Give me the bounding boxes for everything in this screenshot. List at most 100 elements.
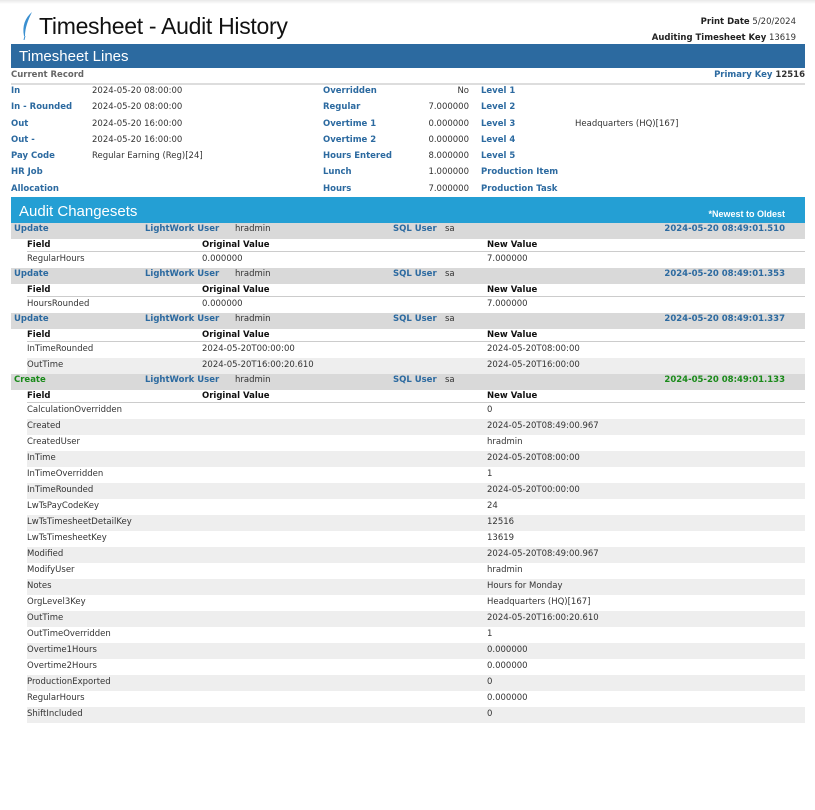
lightwork-user-label: LightWork User — [145, 224, 220, 234]
field-label: Out — [11, 118, 29, 129]
field-label: Hours Entered — [323, 151, 392, 162]
changeset-datetime: 2024-05-20 08:49:01.510 — [664, 224, 785, 234]
change-row: Overtime2Hours 0.000000 — [27, 659, 805, 675]
column-field: Field — [27, 240, 51, 250]
new-value: 0.000000 — [487, 693, 528, 703]
change-row: OutTime 2024-05-20T16:00:20.610 — [27, 611, 805, 627]
field-value: 2024-05-20 16:00:00 — [92, 118, 183, 129]
field-label: In — [11, 86, 21, 96]
field-name: LwTsPayCodeKey — [27, 501, 100, 511]
changeset-datetime: 2024-05-20 08:49:01.337 — [664, 314, 785, 324]
new-value: 2024-05-20T08:49:00.967 — [487, 421, 599, 431]
field-value: 2024-05-20 08:00:00 — [92, 102, 183, 113]
field-name: OutTime — [27, 360, 64, 370]
feather-logo-icon — [23, 12, 32, 40]
field-name: Created — [27, 421, 61, 431]
field-value: 0.000000 — [428, 134, 469, 145]
field-name: InTimeOverridden — [27, 469, 104, 479]
changes-table-header: Field Original Value New Value — [27, 239, 805, 252]
sql-user: sa — [445, 269, 455, 279]
field-value: 2024-05-20 08:00:00 — [92, 86, 183, 96]
changes-table-header: Field Original Value New Value — [27, 284, 805, 297]
changes-table-header: Field Original Value New Value — [27, 390, 805, 403]
new-value: 2024-05-20T16:00:00 — [487, 360, 580, 370]
field-name: ShiftIncluded — [27, 709, 83, 719]
field-name: CalculationOverridden — [27, 405, 122, 415]
field-label: Out - — [11, 134, 35, 145]
new-value: 13619 — [487, 533, 515, 543]
field-label: Hours — [323, 183, 352, 194]
new-value: 0 — [487, 709, 493, 719]
field-label: Production Task — [481, 183, 558, 194]
report-title: Timesheet - Audit History — [21, 12, 288, 40]
change-row: InTimeRounded 2024-05-20T00:00:00 2024-05-… — [27, 342, 805, 358]
column-original-value: Original Value — [202, 285, 270, 295]
audit-title: Audit Changesets — [19, 203, 138, 220]
field-name: HoursRounded — [27, 299, 90, 309]
field-label: Lunch — [323, 167, 352, 178]
new-value: 1 — [487, 629, 493, 639]
change-row: Overtime1Hours 0.000000 — [27, 643, 805, 659]
field-name: Notes — [27, 581, 52, 591]
lightwork-user: hradmin — [235, 269, 271, 279]
field-name: LwTsTimesheetKey — [27, 533, 107, 543]
field-name: InTime — [27, 453, 56, 463]
change-row: ShiftIncluded 0 — [27, 707, 805, 723]
original-value: 2024-05-20T16:00:20.610 — [202, 360, 314, 370]
print-date: 5/20/2024 — [752, 17, 796, 27]
column-original-value: Original Value — [202, 240, 270, 250]
original-value: 2024-05-20T00:00:00 — [202, 344, 295, 354]
new-value: 0.000000 — [487, 661, 528, 671]
auditing-key: 13619 — [768, 33, 796, 43]
field-name: OutTimeOverridden — [27, 629, 111, 639]
field-label: Level 1 — [481, 86, 516, 96]
field-name: Overtime1Hours — [27, 645, 97, 655]
primary-key-label: Primary Key — [714, 70, 773, 80]
changeset-type: Update — [14, 269, 49, 279]
changeset-header: Update LightWork User hradmin SQL User sa 202… — [11, 313, 805, 329]
new-value: 0 — [487, 405, 493, 415]
change-row: CalculationOverridden 0 — [27, 403, 805, 419]
column-original-value: Original Value — [202, 391, 270, 401]
change-row: InTime 2024-05-20T08:00:00 — [27, 451, 805, 467]
record-row: In - Rounded 2024-05-20 08:00:00 Regular 7.… — [11, 102, 805, 118]
field-label: HR Job — [11, 167, 43, 178]
new-value: Headquarters (HQ)[167] — [487, 597, 591, 607]
change-row: OutTime 2024-05-20T16:00:20.610 2024-05-20… — [27, 358, 805, 374]
change-row: LwTsTimesheetKey 13619 — [27, 531, 805, 547]
lightwork-user: hradmin — [235, 224, 271, 234]
field-name: Overtime2Hours — [27, 661, 97, 671]
field-name: InTimeRounded — [27, 344, 94, 354]
change-row: LwTsTimesheetDetailKey 12516 — [27, 515, 805, 531]
field-label: Regular — [323, 102, 361, 113]
primary-key: Primary Key 12516 — [714, 70, 805, 80]
new-value: 7.000000 — [487, 299, 528, 309]
audit-changesets-header: Audit Changesets *Newest to Oldest — [11, 199, 805, 223]
field-name: InTimeRounded — [27, 485, 94, 495]
field-label: Overridden — [323, 86, 377, 96]
changesets-list: Update LightWork User hradmin SQL User sa 202… — [11, 223, 805, 723]
change-row: RegularHours 0.000000 — [27, 691, 805, 707]
record-row: HR Job Lunch 1.000000 Production Item — [11, 167, 805, 183]
change-row: InTimeRounded 2024-05-20T00:00:00 — [27, 483, 805, 499]
lightwork-user: hradmin — [235, 314, 271, 324]
lightwork-user-label: LightWork User — [145, 314, 220, 324]
new-value: 12516 — [487, 517, 515, 527]
lightwork-user-label: LightWork User — [145, 269, 220, 279]
changeset-header: Update LightWork User hradmin SQL User sa 202… — [11, 223, 805, 239]
new-value: 2024-05-20T00:00:00 — [487, 485, 580, 495]
field-label: Level 2 — [481, 102, 516, 113]
field-label: Allocation — [11, 183, 59, 194]
changeset-type: Create — [14, 375, 46, 385]
change-row: Modified 2024-05-20T08:49:00.967 — [27, 547, 805, 563]
new-value: 24 — [487, 501, 498, 511]
field-name: OrgLevel3Key — [27, 597, 86, 607]
auditing-key-label: Auditing Timesheet Key — [651, 33, 767, 43]
new-value: 7.000000 — [487, 254, 528, 264]
sql-user-label: SQL User — [393, 314, 437, 324]
change-row: CreatedUser hradmin — [27, 435, 805, 451]
print-date-label: Print Date — [700, 17, 750, 27]
field-value: 2024-05-20 16:00:00 — [92, 134, 183, 145]
record-row: Pay Code Regular Earning (Reg)[24] Hours E… — [11, 151, 805, 167]
top-shadow — [0, 0, 815, 4]
